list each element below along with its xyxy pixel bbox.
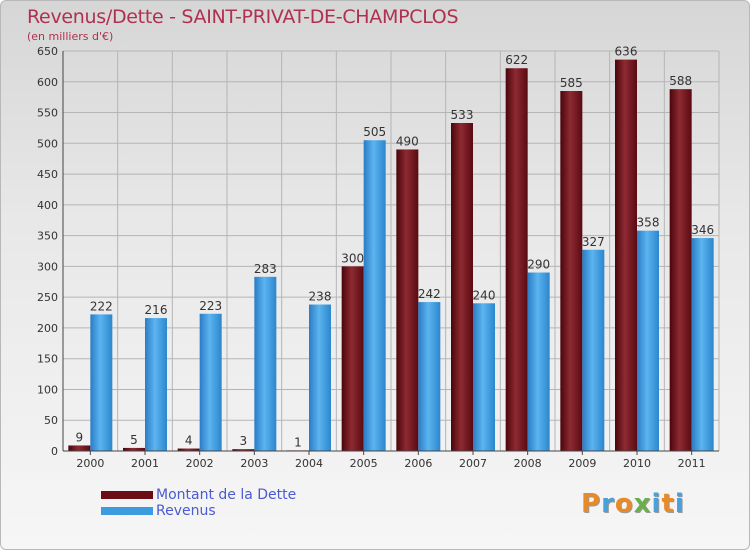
logo-letter: P [581, 489, 602, 519]
y-tick-label: 350 [37, 230, 58, 243]
chart-subtitle: (en milliers d'€) [27, 30, 114, 43]
bar-dette [232, 449, 255, 451]
bars-layer [68, 59, 714, 452]
y-tick-label: 100 [37, 383, 58, 396]
bar-dette [560, 91, 583, 451]
data-label-dette: 300 [341, 251, 364, 265]
data-label-revenus: 216 [145, 303, 168, 317]
y-tick-label: 650 [37, 45, 58, 58]
bar-dette [505, 68, 528, 451]
x-tick-label: 2003 [240, 457, 268, 470]
y-tick-label: 550 [37, 107, 58, 120]
logo-letter: i [651, 489, 662, 519]
data-label-dette: 585 [560, 76, 583, 90]
data-label-revenus: 290 [527, 258, 550, 272]
y-tick-label: 150 [37, 353, 58, 366]
labels-layer: 9 222 5 216 4 223 3 283 1 238 300 505 490 242 533 240 62… [76, 45, 715, 450]
bar-revenus [418, 302, 441, 451]
data-label-dette: 5 [130, 433, 138, 447]
x-tick-label: 2006 [404, 457, 432, 470]
logo-letter: o [614, 489, 634, 519]
bar-revenus [637, 230, 659, 451]
logo-letter: i [674, 489, 685, 519]
axis-layer: 0 50 100 150 200 250 300 350 400 450 500 550 600 650 2… [37, 45, 719, 470]
bar-dette [451, 123, 473, 451]
y-tick-label: 600 [37, 76, 58, 89]
data-label-revenus: 238 [309, 290, 332, 304]
y-tick-label: 50 [44, 414, 58, 427]
bar-dette [615, 59, 637, 451]
y-tick-label: 200 [37, 322, 58, 335]
x-tick-label: 2009 [568, 457, 596, 470]
x-tick-label: 2007 [459, 457, 487, 470]
bar-revenus [145, 318, 167, 451]
logo-letter: t [661, 489, 675, 519]
data-label-dette: 533 [451, 108, 474, 122]
chart-title: Revenus/Dette - SAINT-PRIVAT-DE-CHAMPCLO… [27, 6, 459, 28]
bar-dette [341, 266, 364, 451]
data-label-revenus: 346 [691, 223, 714, 237]
data-label-revenus: 358 [637, 216, 660, 230]
bar-dette [669, 89, 692, 452]
y-tick-label: 400 [37, 199, 58, 212]
bar-revenus [90, 314, 113, 451]
y-tick-label: 300 [37, 260, 58, 273]
bar-revenus [527, 272, 550, 451]
data-label-revenus: 505 [363, 125, 386, 139]
data-label-dette: 636 [615, 45, 638, 59]
proxiti-logo: Proxiti [581, 489, 685, 519]
data-label-dette: 490 [396, 134, 419, 148]
bar-revenus [473, 303, 495, 451]
data-label-revenus: 327 [582, 235, 605, 249]
bar-revenus [582, 249, 605, 451]
data-label-revenus: 283 [254, 262, 277, 276]
data-label-revenus: 223 [199, 299, 222, 313]
y-tick-label: 0 [51, 445, 58, 458]
bar-revenus [363, 140, 386, 451]
legend-label-revenus: Revenus [156, 503, 216, 519]
bar-dette [123, 447, 145, 451]
bar-revenus [254, 276, 277, 451]
bar-dette [177, 448, 200, 451]
x-tick-label: 2005 [350, 457, 378, 470]
data-label-dette: 1 [294, 435, 302, 449]
x-tick-label: 2000 [76, 457, 104, 470]
y-tick-label: 250 [37, 291, 58, 304]
x-tick-label: 2010 [623, 457, 651, 470]
legend-swatch-revenus [101, 507, 153, 515]
data-label-dette: 622 [505, 53, 528, 67]
data-label-revenus: 222 [90, 299, 113, 313]
bar-dette [396, 149, 419, 451]
x-tick-label: 2001 [131, 457, 159, 470]
data-label-dette: 588 [669, 74, 692, 88]
x-tick-label: 2011 [678, 457, 706, 470]
legend-label-debt: Montant de la Dette [156, 487, 297, 503]
legend-swatch-debt [101, 491, 153, 499]
logo-letter: r [601, 489, 615, 519]
bar-revenus [199, 313, 222, 451]
bar-revenus [309, 304, 331, 451]
y-tick-label: 500 [37, 137, 58, 150]
bar-revenus [691, 238, 714, 451]
x-tick-label: 2008 [514, 457, 542, 470]
bar-dette [68, 445, 91, 451]
y-tick-label: 450 [37, 168, 58, 181]
x-tick-label: 2004 [295, 457, 323, 470]
data-label-dette: 9 [76, 430, 84, 444]
data-label-revenus: 242 [418, 287, 441, 301]
data-label-revenus: 240 [473, 288, 496, 302]
logo-letter: x [633, 489, 652, 519]
data-label-dette: 4 [185, 434, 193, 448]
x-tick-label: 2002 [186, 457, 214, 470]
data-label-dette: 3 [240, 434, 248, 448]
